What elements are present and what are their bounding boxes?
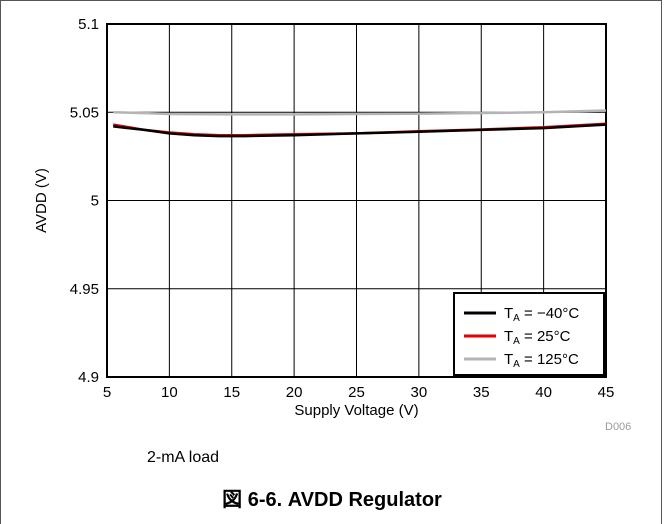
load-note: 2-mA load (147, 449, 220, 466)
legend-label: TA = −40°C (504, 305, 579, 324)
x-tick-label: 20 (286, 384, 303, 401)
source-id: D006 (605, 421, 632, 433)
y-tick-label: 4.9 (78, 369, 99, 386)
x-tick-label: 45 (598, 384, 615, 401)
x-tick-label: 10 (161, 384, 178, 401)
figure-caption: 図 6-6. AVDD Regulator (222, 489, 442, 511)
x-axis-title: Supply Voltage (V) (294, 402, 418, 419)
x-tick-label: 30 (411, 384, 428, 401)
x-tick-label: 15 (223, 384, 240, 401)
line-chart: 5 10 15 20 25 30 35 40 45 4.9 4.95 5 5.05 5.1 Supply V… (33, 16, 615, 419)
y-tick-label: 4.95 (70, 281, 99, 298)
x-tick-label: 35 (473, 384, 490, 401)
x-tick-label: 5 (103, 384, 111, 401)
y-tick-label: 5.05 (70, 104, 99, 121)
series-line (113, 109, 607, 116)
legend-label: TA = 125°C (504, 351, 579, 370)
x-tick-label: 40 (535, 384, 552, 401)
legend-box (453, 292, 605, 376)
y-axis-title: AVDD (V) (33, 168, 50, 233)
y-tick-label: 5 (91, 193, 99, 210)
plot-border (106, 23, 607, 378)
legend-label: TA = 25°C (504, 328, 571, 347)
series-line (113, 123, 607, 138)
x-tick-label: 25 (348, 384, 365, 401)
y-tick-label: 5.1 (78, 16, 99, 33)
